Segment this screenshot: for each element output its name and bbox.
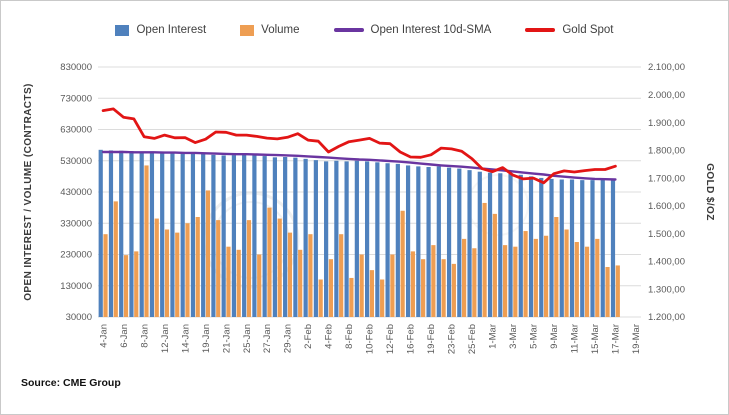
svg-text:19-Jan: 19-Jan xyxy=(201,324,212,353)
svg-text:19-Feb: 19-Feb xyxy=(426,324,437,354)
svg-text:1.400,00: 1.400,00 xyxy=(648,257,685,268)
gridlines xyxy=(98,66,641,318)
svg-text:12-Jan: 12-Jan xyxy=(160,324,171,353)
svg-text:2-Feb: 2-Feb xyxy=(303,324,314,349)
gold-spot-swatch-icon xyxy=(525,28,556,32)
svg-text:23-Feb: 23-Feb xyxy=(447,324,458,354)
svg-text:10-Feb: 10-Feb xyxy=(365,324,376,354)
svg-text:29-Jan: 29-Jan xyxy=(283,324,294,353)
svg-text:21-Jan: 21-Jan xyxy=(221,324,232,353)
svg-text:1.300,00: 1.300,00 xyxy=(648,284,685,295)
legend-label-gold-spot: Gold Spot xyxy=(562,24,614,36)
svg-text:630000: 630000 xyxy=(60,125,92,136)
left-axis-title: OPEN INTEREST / VOLUME (CONTRACTS) xyxy=(23,83,34,301)
right-axis-title: GOLD $/OZ xyxy=(704,163,715,221)
svg-text:3-Mar: 3-Mar xyxy=(508,324,519,349)
svg-text:1-Mar: 1-Mar xyxy=(488,324,499,349)
legend-label-volume: Volume xyxy=(261,24,300,36)
svg-text:830000: 830000 xyxy=(60,62,92,73)
svg-text:330000: 330000 xyxy=(60,218,92,229)
svg-text:1.500,00: 1.500,00 xyxy=(648,229,685,240)
svg-text:430000: 430000 xyxy=(60,187,92,198)
bars-volume xyxy=(103,165,620,317)
open-interest-swatch-icon xyxy=(115,24,130,36)
legend-item-oi-sma: Open Interest 10d-SMA xyxy=(333,24,492,36)
svg-text:1.200,00: 1.200,00 xyxy=(648,312,685,323)
left-axis-tick-labels: 830000 730000 630000 530000 430000 330000 2300… xyxy=(60,62,92,323)
svg-text:8-Jan: 8-Jan xyxy=(139,324,150,348)
svg-text:25-Jan: 25-Jan xyxy=(242,324,253,353)
svg-text:27-Jan: 27-Jan xyxy=(262,324,273,353)
combo-chart: 830000 730000 630000 530000 430000 330000 2300… xyxy=(23,62,715,354)
svg-text:1.800,00: 1.800,00 xyxy=(648,146,685,157)
svg-text:1.900,00: 1.900,00 xyxy=(648,118,685,129)
legend-item-gold-spot: Gold Spot xyxy=(525,24,614,36)
svg-text:4-Feb: 4-Feb xyxy=(324,324,335,349)
svg-text:1.600,00: 1.600,00 xyxy=(648,201,685,212)
svg-text:14-Jan: 14-Jan xyxy=(180,324,191,353)
svg-text:1.700,00: 1.700,00 xyxy=(648,173,685,184)
legend-label-open-interest: Open Interest xyxy=(136,24,207,36)
svg-text:16-Feb: 16-Feb xyxy=(406,324,417,354)
svg-text:4-Jan: 4-Jan xyxy=(98,324,109,348)
oi-sma-swatch-icon xyxy=(333,28,364,32)
svg-text:30000: 30000 xyxy=(66,312,92,323)
svg-text:130000: 130000 xyxy=(60,281,92,292)
volume-swatch-icon xyxy=(240,24,255,36)
svg-text:8-Feb: 8-Feb xyxy=(344,324,355,349)
svg-text:9-Mar: 9-Mar xyxy=(549,324,560,349)
chart-legend: Open Interest Volume Open Interest 10d-S… xyxy=(1,15,728,45)
source-attribution: Source: CME Group xyxy=(21,377,121,389)
svg-text:6-Jan: 6-Jan xyxy=(119,324,130,348)
svg-text:530000: 530000 xyxy=(60,156,92,167)
legend-item-open-interest: Open Interest xyxy=(115,24,206,36)
legend-item-volume: Volume xyxy=(240,24,300,36)
svg-text:730000: 730000 xyxy=(60,93,92,104)
legend-label-oi-sma: Open Interest 10d-SMA xyxy=(370,24,492,36)
svg-text:2.000,00: 2.000,00 xyxy=(648,90,685,101)
svg-text:5-Mar: 5-Mar xyxy=(529,324,540,349)
svg-text:230000: 230000 xyxy=(60,250,92,261)
x-axis-tick-labels: 4-Jan 6-Jan 8-Jan 12-Jan 14-Jan 19-Jan 21-Jan 2… xyxy=(98,324,642,354)
svg-text:25-Feb: 25-Feb xyxy=(467,324,478,354)
svg-text:12-Feb: 12-Feb xyxy=(385,324,396,354)
svg-text:15-Mar: 15-Mar xyxy=(590,324,601,354)
svg-text:2.100,00: 2.100,00 xyxy=(648,62,685,73)
gold-spot-line xyxy=(101,107,617,185)
svg-text:11-Mar: 11-Mar xyxy=(570,324,581,353)
oi-sma-line xyxy=(101,150,617,181)
right-axis-tick-labels: 2.100,00 2.000,00 1.900,00 1.800,00 1.700,00… xyxy=(648,62,685,323)
svg-text:19-Mar: 19-Mar xyxy=(631,324,642,354)
svg-text:17-Mar: 17-Mar xyxy=(611,324,622,354)
bars-open-interest xyxy=(98,149,616,317)
